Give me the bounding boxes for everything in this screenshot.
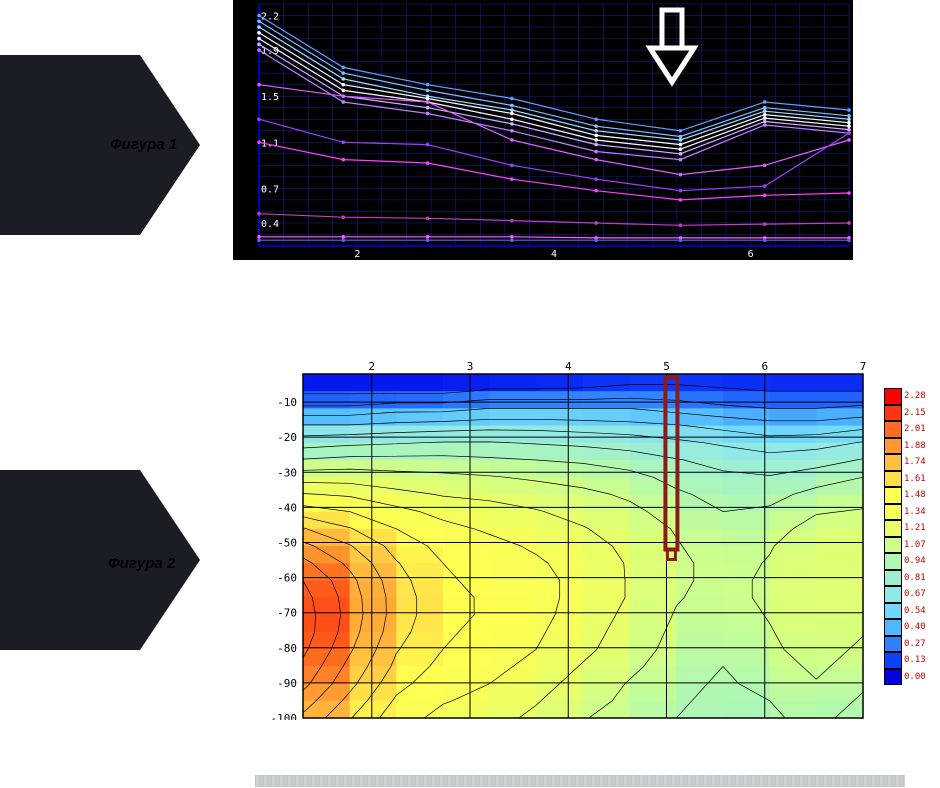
heatmap-legend: 2.28 2.15 2.01 1.88 1.74 1.61 1.48 1.34 …: [884, 388, 926, 685]
legend-value: 2.01: [904, 424, 926, 434]
legend-value: 1.74: [904, 457, 926, 467]
svg-text:0.4: 0.4: [261, 219, 279, 230]
legend-value: 0.54: [904, 606, 926, 616]
svg-text:-90: -90: [277, 677, 297, 690]
legend-row: 1.34: [884, 504, 926, 521]
noise-strip: [255, 775, 905, 787]
legend-row: 1.61: [884, 471, 926, 488]
svg-text:-50: -50: [277, 536, 297, 549]
legend-row: 0.00: [884, 669, 926, 686]
legend-value: 1.48: [904, 490, 926, 500]
svg-text:-20: -20: [277, 431, 297, 444]
legend-row: 1.07: [884, 537, 926, 554]
svg-text:-80: -80: [277, 642, 297, 655]
legend-value: 2.28: [904, 391, 926, 401]
svg-text:3: 3: [467, 360, 474, 373]
legend-value: 2.15: [904, 408, 926, 418]
legend-row: 0.94: [884, 553, 926, 570]
svg-text:-10: -10: [277, 396, 297, 409]
svg-text:2.2: 2.2: [261, 12, 279, 23]
legend-value: 0.40: [904, 622, 926, 632]
legend-row: 2.01: [884, 421, 926, 438]
legend-value: 1.88: [904, 441, 926, 451]
legend-row: 0.67: [884, 586, 926, 603]
legend-value: 0.00: [904, 672, 926, 682]
legend-value: 0.67: [904, 589, 926, 599]
legend-value: 0.13: [904, 655, 926, 665]
legend-value: 0.27: [904, 639, 926, 649]
figure1-label: Фигура 1: [110, 136, 177, 153]
svg-text:2: 2: [368, 360, 375, 373]
legend-row: 2.28: [884, 388, 926, 405]
figure2-heatmap: 2 3 4 5 6 7 -10 -20 -30 -40 -50 -60 -70 -80 -90 -100: [263, 356, 873, 720]
legend-row: 2.15: [884, 405, 926, 422]
svg-text:-100: -100: [271, 712, 298, 720]
legend-row: 0.54: [884, 603, 926, 620]
svg-text:4: 4: [565, 360, 572, 373]
svg-text:0.7: 0.7: [261, 184, 279, 195]
svg-text:-40: -40: [277, 501, 297, 514]
legend-row: 1.21: [884, 520, 926, 537]
figure2-label: Фигура 2: [108, 555, 175, 572]
legend-value: 1.21: [904, 523, 926, 533]
legend-row: 0.40: [884, 619, 926, 636]
legend-value: 1.07: [904, 540, 926, 550]
legend-value: 0.81: [904, 573, 926, 583]
svg-text:4: 4: [551, 249, 557, 260]
legend-row: 1.88: [884, 438, 926, 455]
legend-row: 1.48: [884, 487, 926, 504]
svg-text:1.5: 1.5: [261, 92, 279, 103]
svg-text:-60: -60: [277, 572, 297, 585]
svg-text:-30: -30: [277, 466, 297, 479]
svg-text:6: 6: [761, 360, 768, 373]
svg-text:2: 2: [354, 249, 360, 260]
legend-value: 1.61: [904, 474, 926, 484]
legend-row: 0.81: [884, 570, 926, 587]
legend-value: 1.34: [904, 507, 926, 517]
legend-row: 1.74: [884, 454, 926, 471]
svg-text:7: 7: [860, 360, 867, 373]
legend-row: 0.27: [884, 636, 926, 653]
svg-text:-70: -70: [277, 607, 297, 620]
svg-text:6: 6: [748, 249, 754, 260]
figure1-line-chart: 2.21.91.51.10.70.4246: [233, 0, 853, 260]
legend-row: 0.13: [884, 652, 926, 669]
svg-text:5: 5: [663, 360, 670, 373]
legend-value: 0.94: [904, 556, 926, 566]
